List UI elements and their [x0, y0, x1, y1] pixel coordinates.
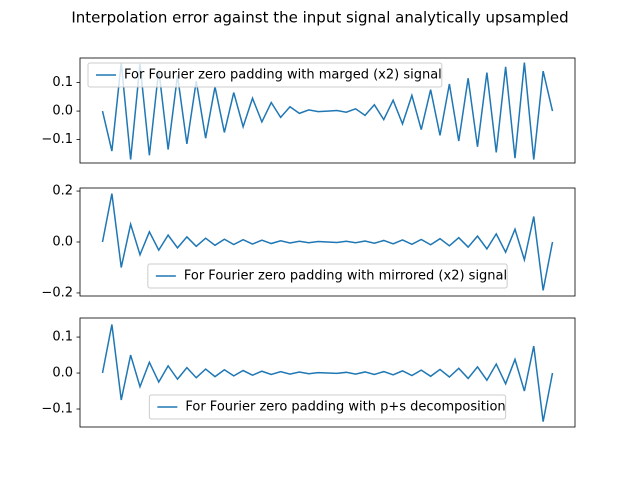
legend-label: For Fourier zero padding with marged (x2…	[124, 68, 442, 83]
y-tick-label: 0.1	[52, 330, 73, 345]
y-tick-label: −0.1	[41, 132, 73, 147]
legend-label: For Fourier zero padding with p+s decomp…	[185, 400, 505, 415]
axes-frame	[79, 57, 576, 164]
axes-frame	[79, 317, 576, 428]
legend-box	[147, 263, 508, 289]
y-tick-label: 0.1	[52, 75, 73, 90]
legend: For Fourier zero padding with p+s decomp…	[148, 394, 507, 420]
y-tick-label: 0.2	[52, 184, 73, 199]
figure-title: Interpolation error against the input si…	[71, 9, 568, 27]
y-tick-label: −0.2	[41, 285, 73, 300]
legend-label: For Fourier zero padding with mirrored (…	[184, 269, 507, 284]
axes-frame	[79, 187, 576, 297]
data-line	[101, 324, 554, 422]
y-tick-label: 0.0	[52, 235, 73, 250]
data-line	[101, 193, 554, 291]
y-tick-label: −0.1	[41, 402, 73, 417]
legend-box	[148, 394, 507, 420]
y-tick-label: 0.0	[52, 366, 73, 381]
legend: For Fourier zero padding with mirrored (…	[147, 263, 508, 289]
y-tick-label: 0.0	[52, 104, 73, 119]
legend: For Fourier zero padding with marged (x2…	[87, 62, 443, 88]
legend-box	[87, 62, 443, 88]
